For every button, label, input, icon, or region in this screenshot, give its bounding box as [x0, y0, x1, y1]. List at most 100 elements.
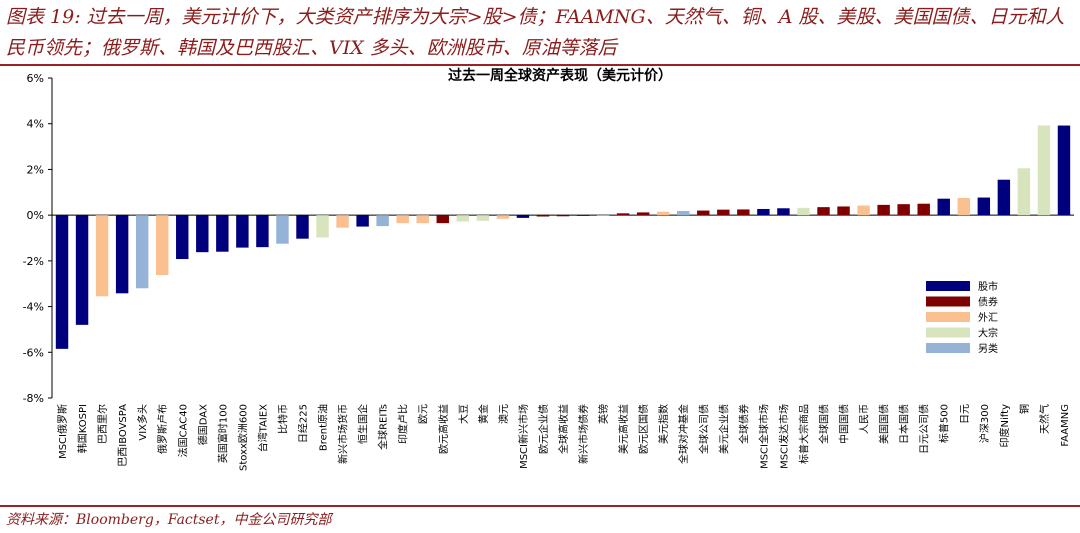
category-label: 全球公司债: [697, 404, 710, 454]
figure-title: 图表 19: 过去一周，美元计价下，大类资产排序为大宗>股>债；FAAMNG、天…: [6, 6, 1065, 59]
bar: [1057, 125, 1071, 216]
y-tick-label: -6%: [23, 346, 44, 359]
legend-label: 股市: [978, 280, 998, 293]
category-label: 日本国债: [898, 404, 911, 444]
category-label: 英镑: [597, 404, 610, 424]
bar: [1037, 125, 1051, 216]
bar: [236, 215, 249, 248]
bar: [436, 215, 449, 224]
bar: [536, 215, 550, 217]
y-tick-label: 0%: [27, 209, 44, 222]
bar: [937, 198, 950, 216]
bar: [717, 209, 730, 216]
bar-chart: 过去一周全球资产表现（美元计价） -8% -6% -4% -2% 0% 2% 4% 6% MS…: [23, 67, 1074, 471]
category-label: 美国国债: [878, 404, 891, 444]
category-label: 大豆: [457, 404, 470, 424]
legend-swatch: [926, 281, 970, 291]
chart-title: 过去一周全球资产表现（美元计价）: [448, 67, 672, 84]
legend-label: 另类: [978, 342, 998, 355]
bar: [857, 205, 870, 216]
bar: [296, 215, 309, 239]
category-label: Brent原油: [317, 404, 330, 451]
bar: [396, 215, 409, 224]
category-label: 新兴市场债券: [577, 404, 590, 464]
category-label: 韩国KOSPI: [76, 404, 89, 453]
top-rule: [0, 64, 1080, 66]
bar: [75, 215, 89, 325]
category-label: 日元: [960, 404, 971, 424]
category-label: 沪深300: [978, 404, 991, 443]
bar: [316, 215, 329, 238]
category-label: 德国DAX: [196, 404, 209, 445]
bar: [917, 203, 930, 216]
bar: [336, 215, 349, 228]
bar: [1017, 168, 1031, 216]
bar: [95, 215, 109, 297]
category-label: 美元指数: [657, 404, 670, 444]
y-tick-label: -4%: [23, 301, 44, 314]
legend-label: 大宗: [978, 327, 998, 340]
bar: [356, 215, 369, 227]
bar: [476, 215, 490, 221]
category-label: 标普大宗商品: [797, 404, 810, 464]
category-label: 全球债券: [737, 404, 750, 444]
y-tick-label: -2%: [23, 255, 44, 268]
bar: [576, 215, 590, 216]
bar: [216, 215, 229, 252]
category-label: Stoxx欧洲600: [237, 404, 249, 471]
category-label: 俄罗斯卢布: [156, 404, 169, 454]
category-label: MSCI发达市场: [777, 404, 790, 469]
category-label: 澳元: [497, 404, 510, 424]
bar: [115, 215, 129, 294]
category-label: 美元企业债: [717, 404, 730, 454]
category-label: MSCI全球市场: [757, 404, 770, 469]
category-label: 人民币: [859, 404, 871, 434]
category-label: 法国CAC40: [176, 404, 189, 457]
bar: [797, 207, 810, 216]
bar: [677, 211, 690, 216]
bar: [596, 215, 610, 216]
category-label: 新兴市场货币: [337, 404, 350, 464]
category-label: 英国富时100: [216, 404, 229, 463]
category-label: 印度卢比: [397, 404, 410, 444]
y-tick-label: 6%: [27, 72, 44, 85]
bar: [156, 215, 169, 276]
bottom-rule: [0, 505, 1080, 507]
bar: [877, 204, 890, 216]
bar: [697, 210, 710, 216]
y-tick-label: -8%: [23, 392, 44, 405]
legend-label: 债券: [978, 296, 998, 309]
bar: [656, 211, 670, 216]
bar: [957, 198, 970, 216]
bar: [376, 215, 389, 227]
legend-swatch: [926, 296, 970, 307]
bar: [636, 212, 650, 216]
bar: [616, 213, 630, 216]
category-label: 巴西里尔: [96, 404, 109, 444]
category-label: 全球REITs: [377, 404, 390, 450]
bar-layer: MSCI俄罗斯 韩国KOSPI 巴西里尔 巴西IBOVSPA VIX多头 俄罗斯卢布 法国C…: [55, 125, 1071, 471]
y-tick-label: 2%: [27, 163, 44, 176]
legend-swatch: [926, 312, 970, 322]
bar: [997, 179, 1011, 216]
bar: [456, 215, 470, 222]
category-label: 日元公司债: [918, 404, 931, 454]
bar: [196, 215, 209, 253]
bar: [55, 215, 69, 349]
bar: [496, 215, 510, 219]
bar: [757, 208, 770, 216]
bar: [977, 197, 991, 216]
category-label: 全球对冲基金: [677, 404, 690, 464]
category-label: 美元高收益: [617, 404, 630, 454]
category-label: FAAMNG: [1060, 404, 1071, 447]
y-tick-label: 4%: [27, 118, 44, 131]
category-label: 恒生国企: [357, 404, 370, 444]
bar: [817, 207, 830, 216]
category-label: 台湾TAIEX: [256, 404, 269, 452]
category-label: 天然气: [1038, 404, 1051, 434]
category-label: 铜: [1019, 404, 1031, 414]
bar: [135, 215, 149, 289]
bar: [416, 215, 429, 224]
bar: [556, 215, 570, 217]
